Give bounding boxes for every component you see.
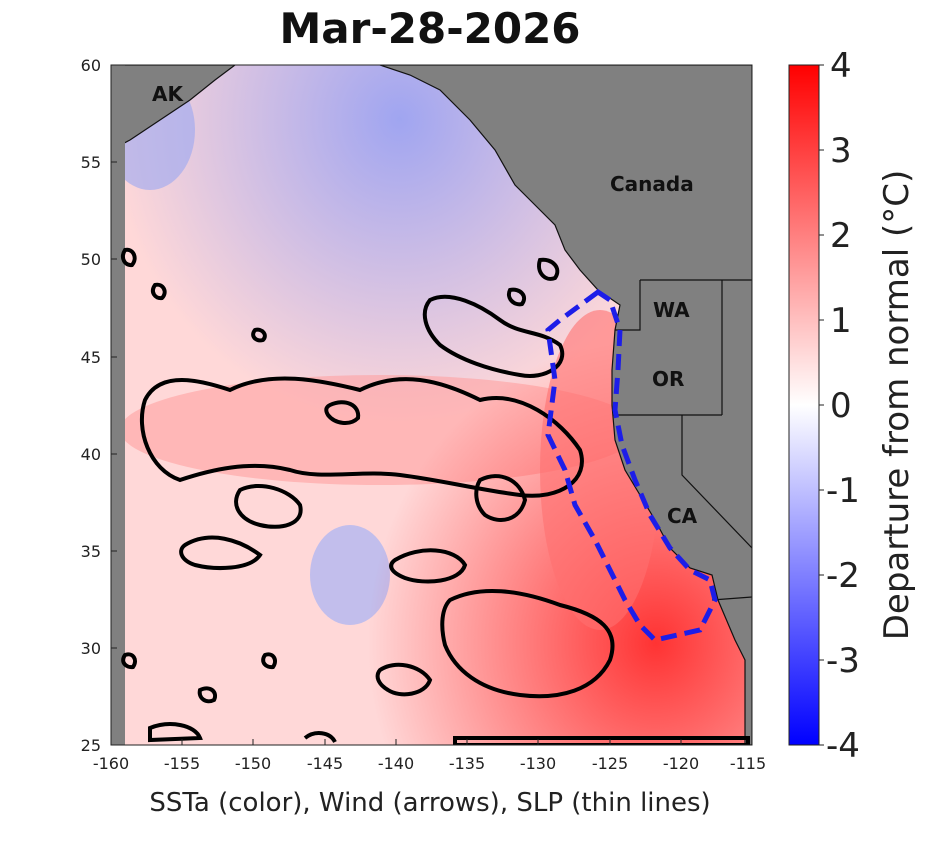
map-frame (110, 64, 753, 746)
state-borders (615, 279, 752, 601)
colorbar-tick-label: 0 (830, 386, 852, 426)
y-tick-label: 35 (81, 542, 101, 561)
x-tick-label: -130 (520, 754, 556, 773)
x-tick-label: -135 (449, 754, 485, 773)
y-tick-label: 50 (81, 250, 101, 269)
colorbar-tick-label: -4 (826, 726, 860, 766)
colorbar-tick-label: 3 (830, 131, 852, 171)
colorbar-tick-label: -3 (826, 641, 860, 681)
x-axis: -160 -155 -150 -145 -140 -135 -130 -125 … (93, 739, 766, 773)
y-tick-label: 40 (81, 445, 101, 464)
x-tick-label: -125 (592, 754, 628, 773)
colorbar-tick-label: 4 (830, 46, 852, 86)
slp-contours (121, 247, 750, 745)
x-axis-label: SSTa (color), Wind (arrows), SLP (thin l… (149, 788, 710, 818)
y-tick-label: 25 (81, 736, 101, 755)
figure-title: Mar-28-2026 (279, 4, 580, 53)
region-label-wa: WA (653, 298, 690, 322)
x-tick-label: -120 (663, 754, 699, 773)
coastal-region-outline (545, 288, 718, 643)
x-tick-label: -150 (235, 754, 271, 773)
land-north-america (379, 65, 752, 745)
colorbar-tick-label: -2 (826, 556, 860, 596)
land-west-edge (111, 65, 125, 745)
colorbar-scale (788, 64, 820, 746)
y-axis: 60 55 50 45 40 35 30 25 (81, 56, 117, 755)
x-tick-label: -145 (307, 754, 343, 773)
region-label-or: OR (652, 367, 684, 391)
colorbar-tick-label: 2 (830, 216, 852, 256)
y-tick-label: 30 (81, 639, 101, 658)
y-tick-label: 45 (81, 348, 101, 367)
x-tick-label: -160 (93, 754, 129, 773)
colorbar-tick-label: 1 (830, 301, 852, 341)
region-label-ca: CA (667, 504, 698, 528)
region-label-canada: Canada (610, 172, 694, 196)
y-tick-label: 60 (81, 56, 101, 75)
colorbar: 4 3 2 1 0 -1 -2 -3 -4 Departure from nor… (788, 46, 917, 766)
region-label-ak: AK (152, 82, 184, 106)
map-panel (111, 65, 752, 745)
x-tick-label: -155 (164, 754, 200, 773)
y-tick-label: 55 (81, 153, 101, 172)
colorbar-tick-label: -1 (826, 471, 860, 511)
x-tick-label: -140 (378, 754, 414, 773)
x-tick-label: -115 (730, 754, 766, 773)
colorbar-label: Departure from normal (°C) (877, 170, 917, 640)
